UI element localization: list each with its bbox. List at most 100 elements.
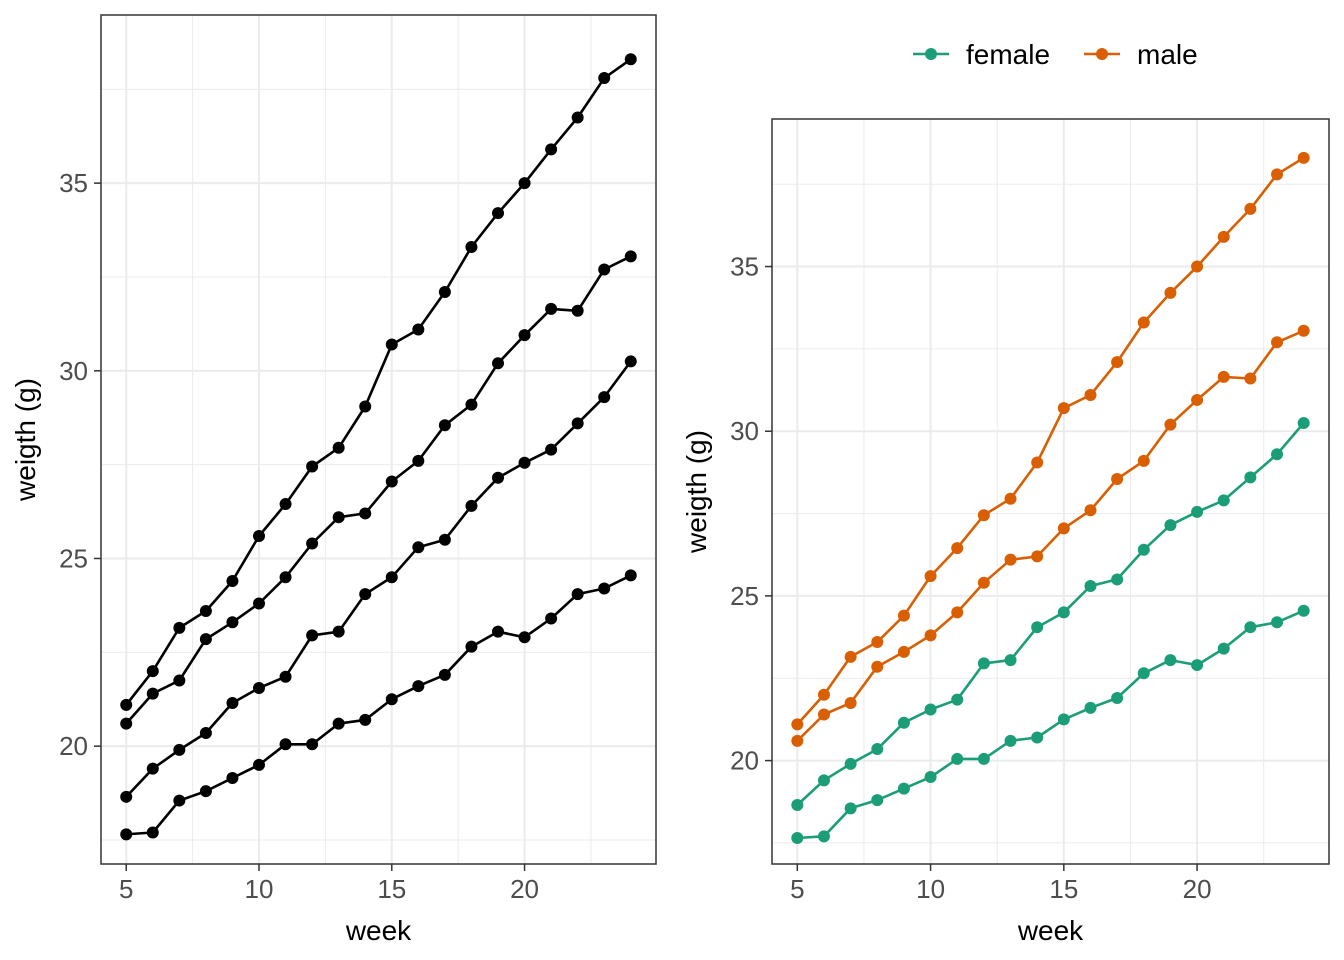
data-point: [791, 734, 804, 747]
data-point: [120, 790, 133, 803]
data-point: [1057, 402, 1070, 415]
data-point: [1244, 471, 1257, 484]
data-point: [173, 743, 186, 756]
data-point: [1057, 713, 1070, 726]
data-point: [226, 772, 239, 785]
data-point: [624, 569, 637, 582]
data-point: [173, 674, 186, 687]
data-point: [924, 629, 937, 642]
data-point: [871, 636, 884, 649]
data-point: [1031, 550, 1044, 563]
data-point: [1297, 324, 1310, 337]
data-point: [518, 329, 531, 342]
data-point: [545, 612, 558, 625]
data-point: [897, 782, 910, 795]
legend-label-female: female: [966, 39, 1050, 70]
data-point: [844, 650, 857, 663]
data-point: [1271, 616, 1284, 629]
data-point: [491, 471, 504, 484]
x-axis-title: week: [345, 915, 412, 946]
data-point: [791, 718, 804, 731]
data-point: [1164, 418, 1177, 431]
data-point: [545, 302, 558, 315]
data-point: [977, 576, 990, 589]
x-tick-label: 15: [1049, 874, 1078, 904]
series-line-male: [125, 58, 632, 706]
data-point: [253, 681, 266, 694]
data-point: [1031, 731, 1044, 744]
x-axis-title: week: [1017, 915, 1084, 946]
data-point: [412, 541, 425, 554]
data-point: [951, 752, 964, 765]
data-point: [465, 640, 478, 653]
data-point: [1004, 654, 1017, 667]
data-point: [1004, 492, 1017, 505]
data-point: [571, 588, 584, 601]
data-point: [1164, 654, 1177, 667]
data-point: [412, 454, 425, 467]
y-tick-label: 20: [59, 731, 88, 761]
data-point: [1271, 336, 1284, 349]
data-point: [1191, 393, 1204, 406]
y-tick-label: 30: [59, 356, 88, 386]
data-point: [571, 111, 584, 124]
x-tick-label: 5: [119, 874, 133, 904]
data-point: [120, 698, 133, 711]
data-point: [1137, 543, 1150, 556]
data-point: [306, 629, 319, 642]
data-point: [817, 830, 830, 843]
data-point: [1217, 642, 1230, 655]
data-point: [598, 391, 611, 404]
data-point: [871, 660, 884, 673]
data-point: [545, 143, 558, 156]
data-point: [199, 727, 212, 740]
data-point: [359, 400, 372, 413]
data-point: [1191, 260, 1204, 273]
x-tick-label: 10: [245, 874, 274, 904]
y-axis-title: weigth (g): [10, 378, 41, 502]
data-point: [1111, 692, 1124, 705]
data-point: [438, 285, 451, 298]
legend-key-point-female: [925, 48, 937, 60]
data-point: [871, 743, 884, 756]
data-point: [1271, 168, 1284, 181]
data-point: [951, 606, 964, 619]
data-point: [1057, 522, 1070, 535]
data-point: [1164, 519, 1177, 532]
data-point: [465, 240, 478, 253]
data-point: [791, 799, 804, 812]
data-point: [871, 794, 884, 807]
data-point: [1004, 553, 1017, 566]
data-point: [791, 831, 804, 844]
data-point: [146, 762, 159, 775]
data-point: [253, 529, 266, 542]
data-point: [817, 774, 830, 787]
data-point: [359, 713, 372, 726]
x-tick-label: 10: [916, 874, 945, 904]
data-point: [173, 621, 186, 634]
data-point: [146, 826, 159, 839]
data-point: [951, 693, 964, 706]
data-point: [253, 758, 266, 771]
data-point: [1244, 621, 1257, 634]
data-point: [1217, 494, 1230, 507]
data-point: [306, 537, 319, 550]
data-point: [1137, 667, 1150, 680]
data-point: [279, 571, 292, 584]
data-point: [951, 542, 964, 555]
data-point: [598, 72, 611, 85]
data-point: [817, 688, 830, 701]
data-point: [1297, 604, 1310, 617]
data-point: [199, 633, 212, 646]
data-point: [518, 631, 531, 644]
data-point: [897, 716, 910, 729]
data-point: [173, 794, 186, 807]
data-point: [518, 177, 531, 190]
data-point: [1137, 316, 1150, 329]
data-point: [253, 597, 266, 610]
data-point: [491, 625, 504, 638]
data-point: [844, 696, 857, 709]
data-point: [1164, 286, 1177, 299]
data-point: [1191, 505, 1204, 518]
data-point: [977, 509, 990, 522]
